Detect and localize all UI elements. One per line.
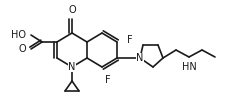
Text: HO: HO: [11, 30, 26, 40]
Text: F: F: [105, 75, 110, 85]
Text: O: O: [18, 44, 26, 54]
Text: N: N: [68, 62, 75, 72]
Text: F: F: [126, 35, 132, 45]
Text: O: O: [68, 5, 76, 15]
Text: N: N: [136, 53, 143, 63]
Text: HN: HN: [181, 62, 195, 72]
